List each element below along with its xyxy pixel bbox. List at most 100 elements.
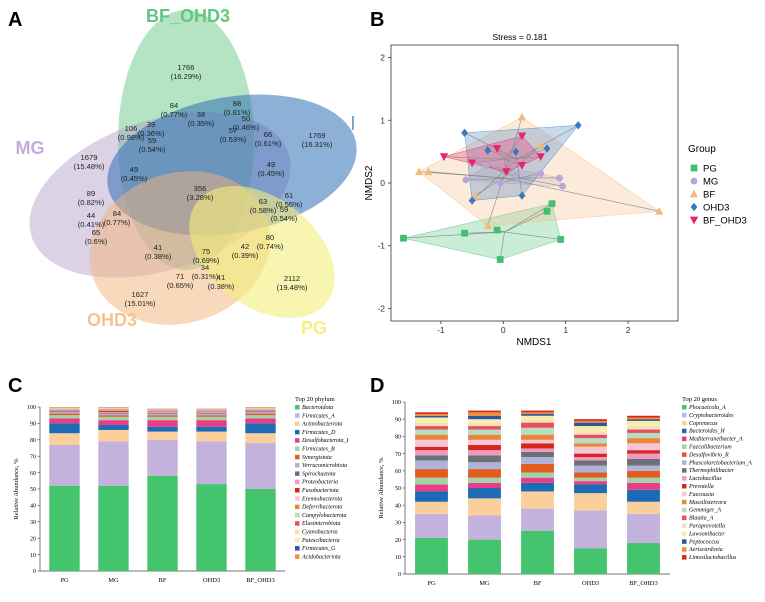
venn-region-count: 65	[92, 228, 100, 237]
phylum-legend-swatch	[295, 455, 300, 460]
phylum-bar-segment-desulfobacterota-i	[49, 418, 79, 423]
panel-label-b: B	[370, 9, 384, 31]
genus-legend-swatch	[682, 484, 687, 489]
nmds-legend-marker-bf-ohd3	[690, 217, 698, 225]
nmds-point-pg	[544, 208, 551, 215]
genus-bar-segment-gemmiger-a	[574, 438, 607, 443]
nmds-point-mg	[512, 172, 519, 179]
phylum-legend-label: Deferribacterota	[301, 504, 342, 511]
genus-legend-swatch	[682, 508, 687, 513]
genus-bar-segment-gemmiger-a	[468, 430, 501, 435]
nmds-point-pg	[557, 236, 564, 243]
phylum-legend-swatch	[295, 447, 300, 452]
phylum-bar-segment-desulfobacterota-i	[245, 418, 275, 423]
genus-legend-label: Blautia_A	[689, 516, 714, 522]
genus-bar-segment-peptococcus	[521, 414, 554, 416]
venn-region-count: 1627	[132, 290, 149, 299]
nmds-x-tick-label: 2	[626, 325, 631, 335]
genus-legend-swatch	[682, 421, 687, 426]
genus-bar-segment-phocaeicola-a	[574, 548, 607, 574]
venn-region-percent: (0.65%)	[167, 281, 194, 290]
venn-region-percent: (15.01%)	[125, 299, 156, 308]
venn-region-count: 1679	[81, 153, 98, 162]
phylum-bar-segment-proteobacteria	[147, 412, 177, 413]
nmds-point-mg	[559, 183, 566, 190]
nmds-y-tick-label: 0	[380, 178, 385, 188]
venn-region-count: 2112	[284, 274, 300, 283]
nmds-point-mg	[462, 176, 469, 183]
venn-region-percent: (0.74%)	[257, 242, 284, 251]
phylum-bar-segment-firmicutes-a	[49, 445, 79, 486]
phylum-legend-label: Campylobacterota	[302, 513, 346, 519]
genus-bar-segment-cryptobacteroides	[627, 514, 660, 543]
genus-bar-segment-lactobacillus	[574, 457, 607, 460]
genus-legend-label: Cryptobacteroides	[689, 413, 734, 419]
genus-legend-title: Top 20 genus	[682, 396, 717, 403]
phylum-legend-label: Firmicutes_G	[301, 546, 336, 552]
genus-bar-segment-blautia-a	[521, 423, 554, 428]
venn-region-percent: (19.48%)	[277, 283, 308, 292]
genus-legend-label: Lactobacillus	[688, 476, 722, 482]
phylum-legend-label: Cyanobacteria	[302, 530, 338, 536]
genus-bar-segment-faecalibacterium	[627, 478, 660, 483]
phylum-legend-swatch	[295, 496, 300, 501]
genus-y-tick-label: 90	[395, 417, 401, 423]
genus-y-tick-label: 80	[395, 435, 401, 441]
genus-bar-segment-faecousia	[627, 443, 660, 450]
genus-legend-label: Massilistercora	[688, 500, 726, 506]
genus-legend-label: Thermophilibacter	[689, 468, 735, 474]
genus-bar-segment-massilistercora	[521, 435, 554, 440]
phylum-bar-segment-spirochaetota	[196, 413, 226, 414]
phylum-bar-segment-proteobacteria	[245, 410, 275, 411]
genus-bar-segment-mediterraneibacter-a	[415, 485, 448, 492]
venn-diagram: BF_OHD3 MG OHD3 PG | 1766(16.29%)1769(16…	[8, 6, 367, 348]
phylum-bar-segment-actinobacteriota	[98, 430, 128, 441]
phylum-y-tick-label: 40	[30, 504, 36, 510]
genus-bar-segment-thermophilibacter	[627, 459, 660, 466]
genus-bar-segment-lactobacillus	[627, 454, 660, 459]
genus-bar-segment-mediterraneibacter-a	[627, 483, 660, 490]
phylum-legend-swatch	[295, 471, 300, 476]
nmds-legend-label-bf-ohd3: BF_OHD3	[703, 216, 747, 227]
nmds-legend-title: Group	[688, 144, 716, 155]
phylum-bar-segment-desulfobacterota-i	[196, 420, 226, 427]
phylum-legend-swatch	[295, 530, 300, 535]
phylum-x-tick-label: MG	[108, 577, 119, 584]
genus-legend-swatch	[682, 492, 687, 497]
venn-region-count: 44	[87, 211, 95, 220]
phylum-bar-segment-actinobacteriota	[147, 432, 177, 440]
phylum-legend-label: Spirochaetota	[302, 471, 335, 477]
phylum-x-tick-label: BF	[159, 577, 167, 584]
phylum-bar-segment-firmicutes-b	[98, 417, 128, 420]
phylum-legend-label: Actinobacteriota	[301, 422, 342, 428]
phylum-bar-segment-synergistota	[245, 414, 275, 416]
venn-region-percent: (0.54%)	[271, 214, 298, 223]
genus-bar-segment-coprenecus	[415, 502, 448, 514]
genus-bar-segment-blautia-a	[574, 435, 607, 438]
genus-bar-segment-phascolarctobacterium-a	[627, 466, 660, 471]
venn-region-percent: (0.61%)	[255, 139, 282, 148]
genus-y-tick-label: 0	[398, 572, 401, 578]
genus-bar-segment-aeriscardovia	[415, 414, 448, 416]
venn-region-percent: (0.77%)	[161, 110, 188, 119]
panel-label-a: A	[8, 9, 22, 31]
phylum-bar-segment-actinobacteriota	[245, 433, 275, 443]
phylum-bar-segment-bacteroidota	[147, 476, 177, 571]
genus-bar-segment-desulfovibrio-r	[468, 469, 501, 478]
genus-bar-segment-aeriscardovia	[468, 412, 501, 415]
nmds-y-axis-label: NMDS2	[364, 165, 375, 200]
genus-legend-label: Prevotella	[688, 484, 714, 490]
phylum-y-tick-label: 100	[27, 405, 36, 411]
genus-bar-segment-blautia-a	[468, 426, 501, 429]
genus-bar-segment-massilistercora	[574, 443, 607, 446]
nmds-legend-label-mg: MG	[703, 177, 718, 188]
genus-bar-segment-aeriscardovia	[627, 417, 660, 419]
phylum-legend-swatch	[295, 513, 300, 518]
nmds-point-pg	[400, 235, 407, 242]
venn-set-label-pg: PG	[301, 318, 327, 338]
phylum-legend-swatch	[295, 488, 300, 493]
genus-bar-segment-mediterraneibacter-a	[468, 483, 501, 488]
phylum-bar-segment-synergistota	[196, 415, 226, 417]
phylum-legend-label: Fusobacteriota	[301, 488, 339, 494]
